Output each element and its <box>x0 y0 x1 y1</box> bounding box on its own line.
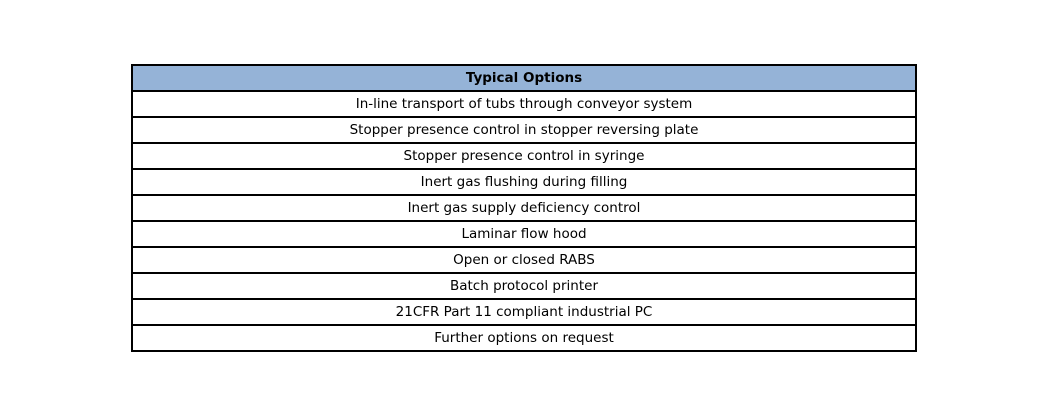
table-row: In-line transport of tubs through convey… <box>131 90 917 118</box>
table-row: Open or closed RABS <box>131 246 917 274</box>
table-cell: Stopper presence control in syringe <box>131 142 917 170</box>
table-row: Inert gas supply deficiency control <box>131 194 917 222</box>
table-row: Stopper presence control in stopper reve… <box>131 116 917 144</box>
table-row: Inert gas flushing during filling <box>131 168 917 196</box>
table-cell: Laminar flow hood <box>131 220 917 248</box>
table-row: Further options on request <box>131 324 917 352</box>
table-row: 21CFR Part 11 compliant industrial PC <box>131 298 917 326</box>
typical-options-table: Typical Options In-line transport of tub… <box>131 64 917 352</box>
table-row: Stopper presence control in syringe <box>131 142 917 170</box>
table-cell: Batch protocol printer <box>131 272 917 300</box>
table-row: Batch protocol printer <box>131 272 917 300</box>
table-cell: Open or closed RABS <box>131 246 917 274</box>
table-row: Laminar flow hood <box>131 220 917 248</box>
table-cell: Stopper presence control in stopper reve… <box>131 116 917 144</box>
table-cell: Inert gas flushing during filling <box>131 168 917 196</box>
table-header: Typical Options <box>131 64 917 92</box>
table-cell: 21CFR Part 11 compliant industrial PC <box>131 298 917 326</box>
table-header-row: Typical Options <box>131 64 917 92</box>
table-cell: In-line transport of tubs through convey… <box>131 90 917 118</box>
table-cell: Further options on request <box>131 324 917 352</box>
table-cell: Inert gas supply deficiency control <box>131 194 917 222</box>
